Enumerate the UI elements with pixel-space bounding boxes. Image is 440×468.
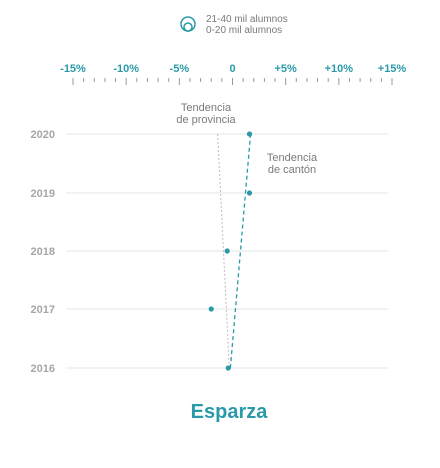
x-axis: -15% -10% -5% 0 +5% +10% +15% [60, 63, 406, 85]
x-tick-label: -10% [113, 63, 139, 75]
x-tick-label: -5% [170, 63, 190, 75]
legend-small-circle-icon [183, 22, 193, 32]
year-label: 2020 [31, 129, 55, 141]
chart-title: Esparza [191, 401, 269, 423]
trend-lines [217, 133, 252, 369]
data-point-2016 [225, 365, 231, 371]
x-tick-label: -15% [60, 63, 86, 75]
legend-large-circle-icon [180, 16, 196, 32]
data-point-2019 [246, 190, 253, 196]
data-points [208, 131, 253, 371]
data-point-2018 [224, 248, 230, 254]
year-label: 2016 [31, 363, 55, 375]
legend: 21-40 mil alumnos 0-20 mil alumnos [180, 14, 288, 36]
legend-small-label: 0-20 mil alumnos [206, 25, 282, 36]
x-tick-label: +10% [325, 63, 354, 75]
province-trend-label-line-1: Tendencia [181, 102, 232, 114]
year-label: 2018 [31, 246, 55, 258]
canton-trend-annotation: Tendencia de cantón [267, 152, 318, 176]
canton-trend-label-line-1: Tendencia [267, 152, 318, 164]
data-point-2020 [246, 131, 253, 137]
legend-large-label: 21-40 mil alumnos [206, 14, 288, 25]
year-label: 2019 [31, 188, 55, 200]
x-tick-label: 0 [229, 63, 235, 75]
canton-trend-label-line-2: de cantón [268, 164, 316, 176]
province-trend-line [217, 133, 230, 369]
x-tick-label: +15% [378, 63, 407, 75]
province-trend-label-line-2: de provincia [176, 114, 236, 126]
x-tick-label: +5% [275, 63, 298, 75]
year-label: 2017 [31, 304, 55, 316]
year-gridlines: 2020 2019 2018 2017 2016 [31, 129, 388, 375]
data-point-2017 [208, 306, 214, 312]
province-trend-annotation: Tendencia de provincia [176, 102, 236, 126]
